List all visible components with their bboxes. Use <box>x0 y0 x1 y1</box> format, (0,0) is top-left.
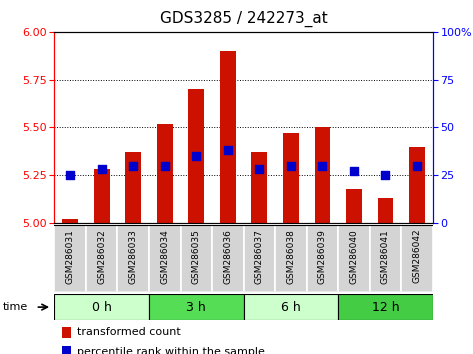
Bar <box>188 89 204 223</box>
Text: percentile rank within the sample: percentile rank within the sample <box>77 347 265 354</box>
Bar <box>54 294 149 320</box>
Bar <box>149 294 244 320</box>
Point <box>287 163 295 169</box>
Bar <box>244 225 275 292</box>
Bar <box>149 225 181 292</box>
Bar <box>125 152 141 223</box>
Text: GSM286031: GSM286031 <box>66 229 75 284</box>
Bar <box>252 152 267 223</box>
Text: GSM286036: GSM286036 <box>223 229 232 284</box>
Bar <box>62 219 78 223</box>
Text: GDS3285 / 242273_at: GDS3285 / 242273_at <box>160 11 327 27</box>
Text: GSM286042: GSM286042 <box>412 229 421 284</box>
Text: GSM286040: GSM286040 <box>350 229 359 284</box>
Text: 0 h: 0 h <box>92 301 112 314</box>
Point <box>350 169 358 174</box>
Point <box>98 167 105 172</box>
Text: GSM286038: GSM286038 <box>286 229 296 284</box>
Bar <box>244 294 338 320</box>
Bar <box>54 225 86 292</box>
Bar <box>117 225 149 292</box>
Bar <box>338 294 433 320</box>
Bar <box>157 124 173 223</box>
Bar <box>275 225 307 292</box>
Text: GSM286037: GSM286037 <box>255 229 264 284</box>
Text: 3 h: 3 h <box>186 301 206 314</box>
Text: time: time <box>2 302 27 312</box>
Text: transformed count: transformed count <box>77 327 181 337</box>
Text: GSM286035: GSM286035 <box>192 229 201 284</box>
Point <box>224 148 232 153</box>
Point <box>130 163 137 169</box>
Bar <box>212 225 244 292</box>
Bar <box>86 225 117 292</box>
Point <box>161 163 168 169</box>
Point <box>255 167 263 172</box>
Text: 12 h: 12 h <box>372 301 399 314</box>
Bar <box>338 225 370 292</box>
Point <box>66 172 74 178</box>
Text: 6 h: 6 h <box>281 301 301 314</box>
Text: GSM286039: GSM286039 <box>318 229 327 284</box>
Bar <box>370 225 401 292</box>
Bar <box>315 127 330 223</box>
Text: GSM286041: GSM286041 <box>381 229 390 284</box>
Text: GSM286032: GSM286032 <box>97 229 106 284</box>
Point <box>413 163 421 169</box>
Bar <box>346 189 362 223</box>
Bar <box>62 346 71 354</box>
Bar <box>401 225 433 292</box>
Text: GSM286034: GSM286034 <box>160 229 169 284</box>
Bar <box>220 51 236 223</box>
Text: GSM286033: GSM286033 <box>129 229 138 284</box>
Bar <box>409 147 425 223</box>
Bar <box>377 198 394 223</box>
Bar <box>94 170 110 223</box>
Bar <box>283 133 299 223</box>
Bar <box>181 225 212 292</box>
Point <box>193 153 200 159</box>
Bar <box>307 225 338 292</box>
Point <box>319 163 326 169</box>
Point <box>382 172 389 178</box>
Bar <box>62 327 71 338</box>
